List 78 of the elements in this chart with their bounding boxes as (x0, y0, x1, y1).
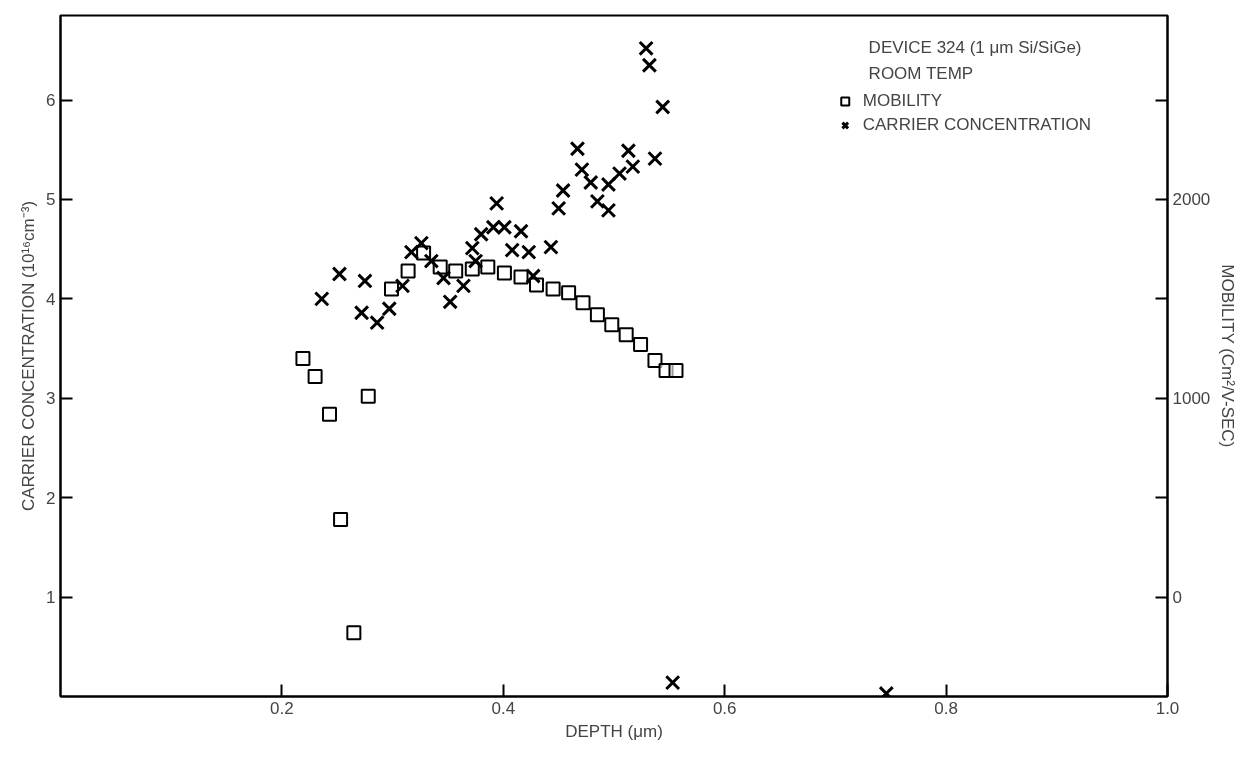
y-tick-label: 4 (46, 289, 56, 309)
point (346, 625, 362, 641)
point (654, 99, 671, 115)
point (480, 259, 496, 275)
point (664, 674, 681, 691)
point (647, 352, 663, 368)
point (641, 57, 658, 74)
point (525, 268, 542, 284)
point (668, 362, 684, 378)
point (369, 314, 385, 331)
point (582, 174, 599, 191)
point (383, 281, 399, 297)
point (561, 285, 577, 301)
point (496, 265, 512, 281)
y2-tick-label: 2000 (1172, 190, 1211, 210)
point (381, 300, 398, 317)
point (620, 142, 637, 159)
point (360, 388, 376, 404)
point (313, 290, 330, 307)
y2-tick-label: 1000 (1172, 389, 1211, 409)
point (589, 307, 605, 323)
point (448, 263, 464, 279)
point (600, 202, 617, 219)
x-tick-label: 1.0 (1155, 698, 1180, 718)
point (403, 244, 420, 260)
point (295, 350, 311, 366)
point (464, 240, 481, 256)
y2-axis-title: MOBILITY (Cm²/V-SEC) (1218, 264, 1238, 448)
y-tick-label: 3 (46, 389, 56, 409)
point (618, 327, 634, 343)
point (604, 317, 620, 333)
point (513, 223, 529, 240)
point (638, 40, 654, 57)
point (647, 150, 663, 167)
y-tick-label: 1 (46, 588, 56, 608)
x-tick-label: 0.4 (491, 698, 516, 718)
point (575, 295, 591, 311)
y-tick-label: 6 (46, 91, 56, 110)
y-tick-label: 2 (46, 488, 56, 508)
legend-label: CARRIER CONCENTRATION (862, 115, 1091, 135)
point (435, 270, 452, 286)
point (400, 263, 416, 279)
point (331, 266, 348, 282)
x-axis-title: DEPTH (μm) (565, 721, 663, 741)
point (550, 200, 567, 217)
point (555, 182, 571, 199)
point (574, 161, 590, 178)
y-axis-title: CARRIER CONCENTRATION (10¹⁶cm⁻³) (19, 200, 39, 512)
point (467, 253, 484, 269)
x-tick-label: 0.2 (270, 698, 294, 718)
x-tick-label: 0.6 (712, 698, 737, 718)
point (611, 165, 628, 182)
x-tick-label: 0.8 (934, 698, 958, 718)
annotation: DEVICE 324 (1 μm Si/SiGe) (868, 37, 1082, 57)
point (357, 273, 373, 289)
point (624, 158, 641, 175)
legend-label: MOBILITY (862, 91, 943, 111)
point (333, 512, 349, 528)
point (633, 337, 649, 353)
point (589, 193, 606, 210)
point (569, 140, 586, 157)
point (394, 278, 411, 294)
point (322, 406, 337, 422)
point (543, 239, 559, 255)
point (442, 293, 459, 310)
y2-tick-label: 0 (1172, 588, 1182, 608)
point (488, 195, 505, 212)
y-tick-label: 5 (46, 190, 56, 210)
point (473, 226, 490, 243)
point (423, 253, 440, 269)
point (353, 304, 370, 321)
point (455, 278, 472, 294)
point (307, 368, 323, 384)
point (600, 176, 617, 193)
point (413, 235, 430, 252)
point (545, 281, 561, 297)
annotation: ROOM TEMP (868, 63, 974, 83)
point (513, 269, 529, 285)
